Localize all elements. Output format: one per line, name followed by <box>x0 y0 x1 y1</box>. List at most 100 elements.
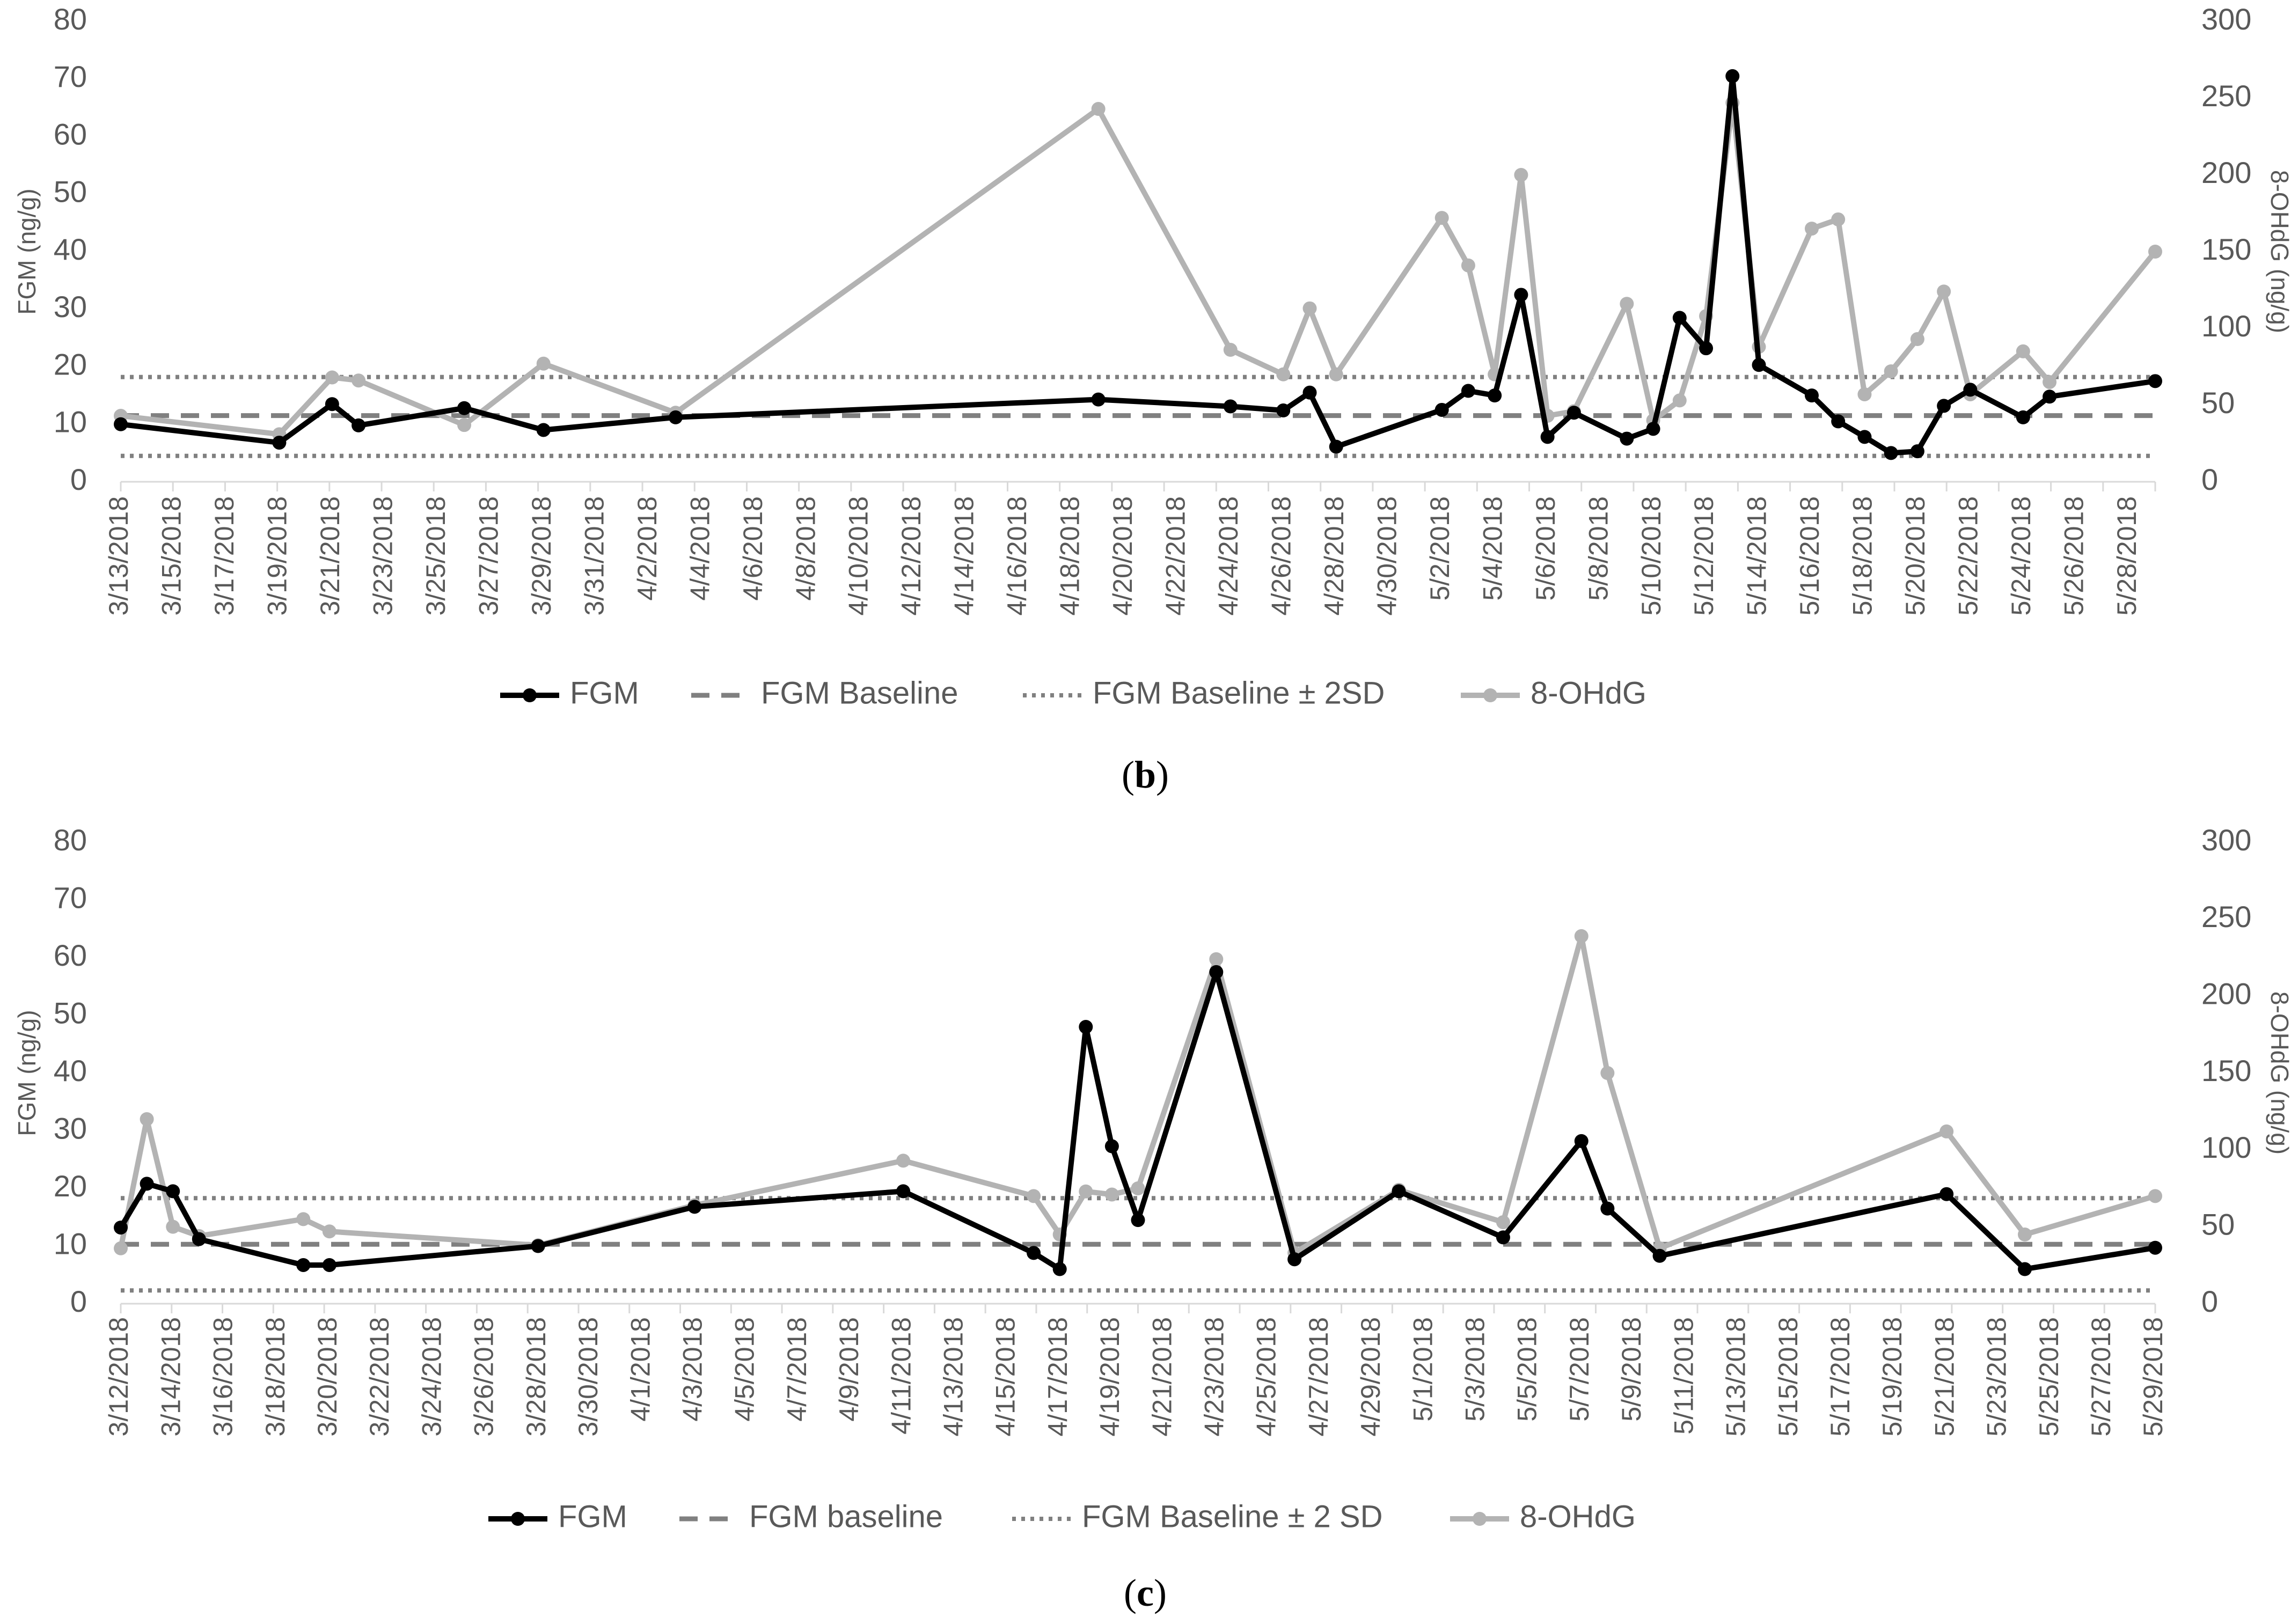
x-tick-label: 3/16/2018 <box>208 1317 238 1436</box>
fgm-data-point <box>2148 374 2162 388</box>
ohdg-data-point <box>1857 387 1872 401</box>
fgm-data-point <box>1804 388 1819 403</box>
x-tick-label: 4/29/2018 <box>1356 1317 1386 1436</box>
ohdg-data-point <box>1600 1066 1615 1080</box>
x-tick-label: 4/4/2018 <box>685 496 715 601</box>
x-tick-label: 4/15/2018 <box>991 1317 1021 1436</box>
ohdg-data-point <box>1302 301 1317 315</box>
x-tick-label: 5/11/2018 <box>1668 1317 1699 1435</box>
ohdg-data-point <box>1884 364 1898 379</box>
fgm-data-point <box>352 418 366 432</box>
fgm-data-point <box>140 1177 154 1191</box>
x-tick-label: 5/19/2018 <box>1877 1317 1907 1436</box>
x-tick-label: 3/23/2018 <box>368 496 398 615</box>
ohdg-data-point <box>2043 375 2057 390</box>
x-tick-label: 5/24/2018 <box>2006 496 2036 615</box>
y-left-tick-label: 60 <box>54 117 87 151</box>
x-tick-label: 5/5/2018 <box>1512 1317 1542 1422</box>
y-left-axis-title: FGM (ng/g) <box>13 1010 41 1136</box>
x-tick-label: 4/23/2018 <box>1199 1317 1229 1436</box>
ohdg-data-point <box>1910 332 1924 347</box>
fgm-data-point <box>272 436 287 450</box>
ohdg-data-point <box>1831 212 1846 226</box>
y-left-tick-label: 40 <box>54 232 87 266</box>
fgm-data-point <box>536 423 551 437</box>
x-tick-label: 3/13/2018 <box>104 496 134 615</box>
x-tick-label: 3/14/2018 <box>156 1317 186 1436</box>
x-tick-label: 5/7/2018 <box>1564 1317 1594 1422</box>
fgm-data-point <box>1963 383 1978 397</box>
y-left-axis-title: FGM (ng/g) <box>13 188 41 314</box>
fgm-data-point <box>1652 1248 1667 1263</box>
fgm-data-point <box>1131 1213 1145 1228</box>
fgm-data-point <box>1496 1230 1510 1245</box>
fgm-series-line <box>118 969 2156 1272</box>
ohdg-data-point <box>114 1241 128 1255</box>
x-tick-label: 5/16/2018 <box>1795 496 1825 615</box>
x-tick-label: 3/29/2018 <box>526 496 557 615</box>
x-tick-label: 5/8/2018 <box>1583 496 1613 601</box>
y-left-tick-label: 10 <box>54 1226 87 1260</box>
x-tick-label: 5/13/2018 <box>1721 1317 1751 1436</box>
x-tick-label: 3/17/2018 <box>209 496 239 615</box>
fgm-data-point <box>166 1184 180 1199</box>
x-tick-label: 5/2/2018 <box>1425 496 1455 601</box>
fgm-data-point <box>2016 410 2030 424</box>
fgm-data-point <box>1831 414 1846 429</box>
y-right-tick-label: 250 <box>2201 900 2251 934</box>
fgm-data-point <box>668 410 683 424</box>
x-tick-label: 4/18/2018 <box>1055 496 1085 615</box>
fgm-data-point <box>1079 1020 1093 1034</box>
fgm-data-point <box>1620 431 1634 446</box>
x-tick-label: 4/25/2018 <box>1251 1317 1282 1436</box>
x-tick-label: 3/27/2018 <box>473 496 503 615</box>
legend-label-band: FGM Baseline ± 2SD <box>1093 675 1385 710</box>
x-tick-label: 3/26/2018 <box>469 1317 499 1436</box>
fgm-data-point <box>2148 1240 2162 1255</box>
y-right-tick-label: 150 <box>2201 1054 2251 1087</box>
x-tick-label: 3/19/2018 <box>262 496 292 615</box>
x-tick-label: 5/18/2018 <box>1848 496 1878 615</box>
fgm-data-point <box>1392 1184 1406 1199</box>
y-right-tick-label: 200 <box>2201 976 2251 1010</box>
ohdg-data-point <box>1079 1184 1093 1199</box>
x-tick-label: 5/21/2018 <box>1929 1317 1959 1436</box>
fgm-data-point <box>1939 1187 1954 1201</box>
ohdg-data-point <box>2016 344 2030 358</box>
y-right-tick-label: 250 <box>2201 79 2251 113</box>
ohdg-data-point <box>1209 952 1224 966</box>
x-tick-label: 5/25/2018 <box>2034 1317 2064 1436</box>
x-tick-label: 5/3/2018 <box>1460 1317 1490 1422</box>
x-tick-label: 4/8/2018 <box>790 496 821 601</box>
y-left-tick-label: 40 <box>54 1054 87 1087</box>
fgm-data-point <box>531 1239 545 1253</box>
ohdg-data-point <box>322 1224 336 1239</box>
fgm-data-point <box>1461 384 1475 398</box>
fgm-data-point <box>1276 403 1291 418</box>
ohdg-series-line <box>120 100 2157 437</box>
x-tick-label: 3/30/2018 <box>573 1317 603 1436</box>
x-tick-label: 4/14/2018 <box>949 496 979 615</box>
fgm-data-point <box>1027 1246 1041 1260</box>
x-tick-label: 3/12/2018 <box>104 1317 134 1436</box>
legend-label-baseline: FGM baseline <box>749 1499 943 1534</box>
fgm-data-point <box>1302 385 1317 400</box>
x-tick-label: 5/26/2018 <box>2059 496 2089 615</box>
x-tick-label: 4/28/2018 <box>1319 496 1349 615</box>
fgm-data-point <box>1514 288 1528 302</box>
ohdg-data-point <box>1496 1215 1510 1230</box>
ohdg-data-point <box>140 1112 154 1126</box>
ohdg-data-point <box>1672 393 1687 408</box>
fgm-data-point <box>2043 390 2057 404</box>
fgm-data-point <box>114 1221 128 1235</box>
fgm-data-point <box>1091 392 1106 407</box>
ohdg-data-point <box>1131 1181 1145 1195</box>
fgm-data-point <box>1287 1252 1302 1267</box>
x-tick-label: 4/3/2018 <box>677 1317 707 1422</box>
y-left-tick-label: 10 <box>54 405 87 439</box>
ohdg-data-point <box>1329 367 1343 381</box>
x-tick-label: 4/6/2018 <box>738 496 768 601</box>
x-tick-label: 5/6/2018 <box>1531 496 1561 601</box>
fgm-data-point <box>1884 446 1898 460</box>
